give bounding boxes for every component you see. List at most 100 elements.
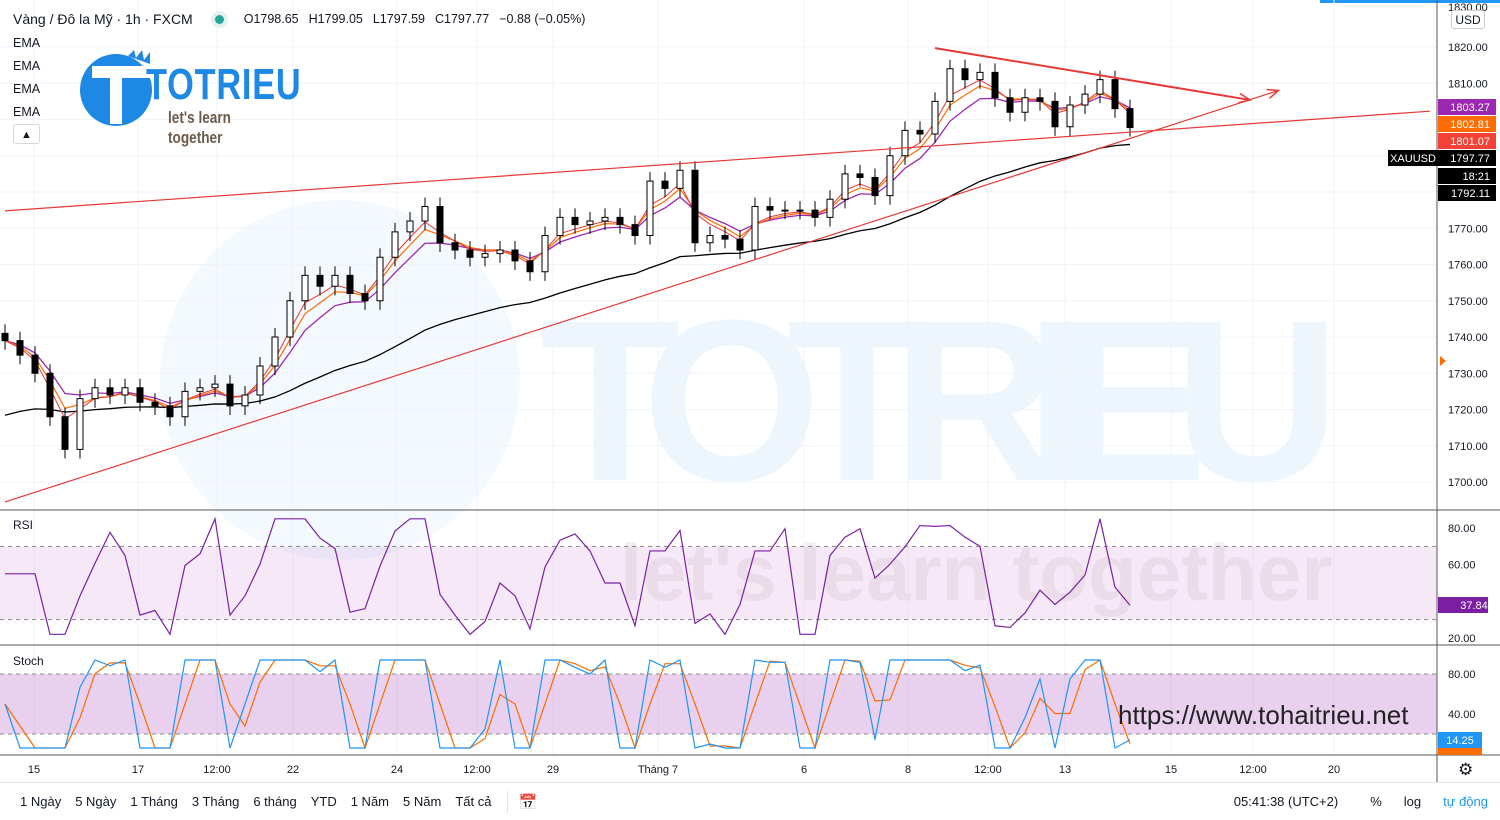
- y-tick-label: 1810.00: [1448, 78, 1488, 90]
- goto-date-calendar-icon[interactable]: 📅: [518, 793, 538, 811]
- candle: [736, 238, 744, 251]
- candle: [271, 336, 279, 367]
- candle: [571, 216, 579, 226]
- candle: [331, 274, 339, 287]
- rsi-value-label: [1438, 597, 1488, 613]
- y-tick-label: 1700.00: [1448, 477, 1488, 489]
- candle: [436, 206, 444, 244]
- footer-right: 05:41:38 (UTC+2) % log tự động: [1234, 782, 1488, 820]
- range-1m[interactable]: 1 Tháng: [130, 794, 178, 809]
- trend-line: [4, 110, 1431, 212]
- trend-line: [934, 47, 1251, 101]
- symbol-title[interactable]: Vàng / Đô la Mỹ · 1h · FXCM: [13, 11, 193, 27]
- rsi-tick-label: 20.00: [1448, 633, 1476, 645]
- x-tick-label: 24: [391, 764, 403, 776]
- x-tick-label: 12:00: [1239, 764, 1267, 776]
- range-1y[interactable]: 1 Năm: [350, 794, 390, 809]
- candle: [391, 231, 399, 258]
- candle: [241, 394, 249, 407]
- rsi-label[interactable]: RSI: [13, 518, 34, 532]
- candle: [871, 177, 879, 197]
- candle: [796, 209, 804, 212]
- trend-arrowhead: [1266, 88, 1281, 99]
- x-tick-label: 13: [1059, 764, 1071, 776]
- x-tick-label: 29: [547, 764, 559, 776]
- auto-scale-toggle[interactable]: tự động: [1443, 793, 1488, 809]
- stoch-label[interactable]: Stoch: [13, 654, 44, 668]
- alert-marker-icon: [1440, 356, 1446, 366]
- candle: [946, 68, 954, 102]
- candle: [631, 224, 639, 236]
- settings-gear-icon[interactable]: ⚙: [1458, 760, 1474, 779]
- y-tick-label: 1740.00: [1448, 332, 1488, 344]
- top-accent-bar: [1320, 0, 1500, 3]
- clock-time[interactable]: 05:41:38 (UTC+2): [1233, 793, 1339, 809]
- indicator-ema-1[interactable]: EMA: [13, 36, 41, 50]
- indicator-ema-3[interactable]: EMA: [13, 82, 41, 96]
- currency-button[interactable]: USD: [1451, 10, 1485, 29]
- candle: [376, 256, 384, 302]
- candle: [781, 209, 789, 212]
- range-all[interactable]: Tất cả: [455, 794, 492, 809]
- candle: [751, 206, 759, 251]
- price-label-text: 1792.11: [1451, 188, 1490, 200]
- price-label-text: 1797.77: [1450, 153, 1490, 165]
- range-1d[interactable]: 1 Ngày: [20, 794, 62, 809]
- candle: [406, 220, 414, 233]
- ema-mid-line: [4, 85, 1131, 410]
- percent-toggle[interactable]: %: [1370, 793, 1382, 809]
- candle: [1126, 108, 1134, 129]
- y-tick-label: 1750.00: [1448, 296, 1488, 308]
- candle: [511, 249, 519, 262]
- rsi-tick-label: 60.00: [1448, 560, 1476, 572]
- y-tick-label: 1760.00: [1448, 260, 1488, 272]
- range-6m[interactable]: 6 tháng: [253, 794, 297, 809]
- indicator-ema-2[interactable]: EMA: [13, 59, 41, 73]
- candle: [1, 332, 9, 342]
- candle: [991, 71, 999, 99]
- x-tick-label: Tháng 7: [638, 764, 678, 776]
- price-label-ema-long: [1438, 185, 1496, 201]
- stoch-value-label: [1438, 732, 1482, 748]
- x-tick-label: 12:00: [463, 764, 491, 776]
- candle: [361, 293, 369, 302]
- log-toggle[interactable]: log: [1403, 793, 1422, 809]
- price-label-ema-slow: [1438, 99, 1496, 115]
- candle: [421, 206, 429, 222]
- stoch-value-text: 14.25: [1446, 735, 1474, 747]
- candle: [46, 372, 54, 418]
- x-tick-label: 12:00: [974, 764, 1002, 776]
- indicator-ema-4[interactable]: EMA: [13, 105, 41, 119]
- ohlc-close: C1797.77: [435, 12, 490, 26]
- candle: [886, 155, 894, 197]
- collapse-indicators-button[interactable]: ▲: [13, 124, 40, 144]
- candle: [976, 71, 984, 81]
- range-ytd[interactable]: YTD: [310, 794, 337, 809]
- candle: [106, 387, 114, 396]
- stoch-d-value-label: [1438, 748, 1482, 755]
- candle: [151, 401, 159, 407]
- ema-fast-line: [4, 79, 1131, 420]
- y-tick-label: 1720.00: [1448, 405, 1488, 417]
- candle: [931, 100, 939, 135]
- candle: [856, 173, 864, 178]
- x-tick-label: 17: [132, 764, 144, 776]
- candle: [256, 365, 264, 396]
- rsi-band: [0, 546, 1437, 620]
- candle: [1111, 79, 1119, 110]
- candle: [916, 129, 924, 135]
- candle: [1036, 97, 1044, 102]
- stoch-tick-label: 40.00: [1448, 709, 1476, 721]
- candle: [961, 68, 969, 81]
- price-label-text: 1801.07: [1450, 136, 1490, 148]
- candle: [676, 169, 684, 189]
- candle: [451, 242, 459, 251]
- candle: [661, 180, 669, 189]
- trend-line: [4, 89, 1279, 503]
- price-label-countdown: [1438, 168, 1496, 184]
- range-5d[interactable]: 5 Ngày: [75, 794, 117, 809]
- candle: [601, 216, 609, 222]
- range-5y[interactable]: 5 Năm: [403, 794, 442, 809]
- range-3m[interactable]: 3 Tháng: [191, 794, 240, 809]
